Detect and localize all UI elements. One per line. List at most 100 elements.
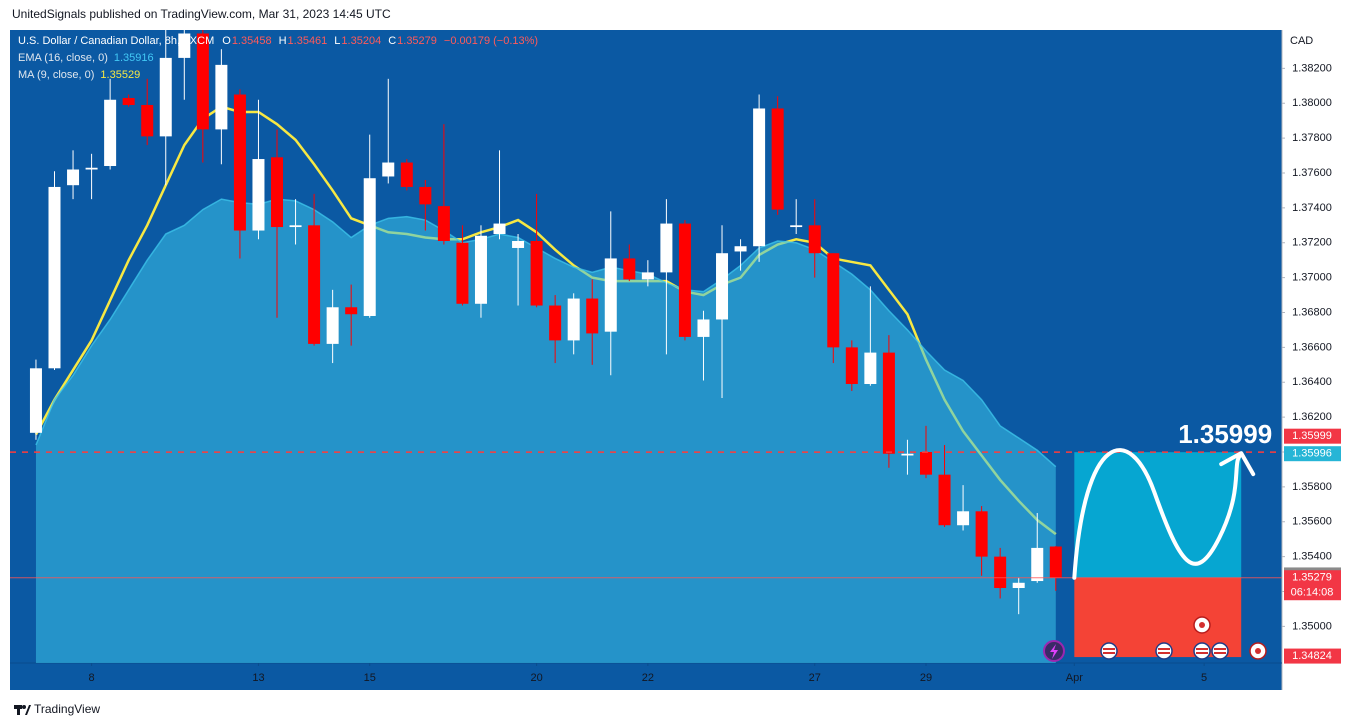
candle-body bbox=[512, 241, 525, 248]
candle-body bbox=[549, 305, 562, 341]
us-flag bbox=[1211, 642, 1229, 660]
forecast-curve bbox=[1072, 448, 1244, 580]
x-tick-label: Apr bbox=[1066, 672, 1083, 684]
ohlc-value: 1.35204 bbox=[341, 35, 381, 47]
ma-value: 1.35529 bbox=[100, 69, 140, 81]
candle-body bbox=[1012, 582, 1025, 589]
candle-body bbox=[641, 272, 654, 280]
candle-body bbox=[104, 99, 117, 167]
candle-body bbox=[215, 64, 228, 130]
x-tick-label: 22 bbox=[642, 672, 654, 684]
candle-body bbox=[864, 352, 877, 384]
x-tick-label: 29 bbox=[920, 672, 932, 684]
ema-line bbox=[35, 198, 1057, 468]
event-icons bbox=[1043, 616, 1267, 662]
forecast-arrowhead bbox=[1219, 451, 1256, 477]
candle-body bbox=[567, 298, 580, 341]
ma-name: MA (9, close, 0) bbox=[18, 69, 94, 81]
ohlc-value: 1.35461 bbox=[288, 35, 328, 47]
price-badge bbox=[1284, 570, 1341, 601]
price-badge-label: 1.34824 bbox=[1292, 650, 1332, 662]
price-badge-label: 1.35996 bbox=[1292, 448, 1332, 460]
ema-area bbox=[35, 199, 1056, 663]
y-tick-label: 1.35800 bbox=[1292, 481, 1332, 493]
candle-body bbox=[1049, 546, 1062, 578]
us-flag bbox=[1193, 642, 1211, 660]
change-value: −0.00179 (−0.13%) bbox=[444, 35, 538, 47]
candle-body bbox=[437, 206, 450, 241]
candle-body bbox=[122, 98, 135, 105]
x-tick-label: 13 bbox=[252, 672, 264, 684]
candle-body bbox=[252, 159, 265, 231]
ohlc-value: 1.35279 bbox=[397, 35, 437, 47]
brand-logo bbox=[14, 705, 31, 715]
candle-body bbox=[308, 225, 321, 344]
us-flag bbox=[1155, 642, 1173, 660]
candle-body bbox=[196, 33, 209, 130]
ca-flag bbox=[1249, 642, 1267, 660]
x-tick-label: 5 bbox=[1201, 672, 1207, 684]
candle-body bbox=[697, 319, 710, 337]
candle-body bbox=[67, 169, 80, 186]
symbol-name: U.S. Dollar / Canadian Dollar, 8h, FXCM bbox=[18, 35, 214, 47]
y-tick-label: 1.35000 bbox=[1292, 620, 1332, 632]
candle-body bbox=[753, 108, 766, 247]
x-tick-label: 15 bbox=[364, 672, 376, 684]
us-flag bbox=[1100, 642, 1118, 660]
y-tick-label: 1.37600 bbox=[1292, 167, 1332, 179]
profit-zone bbox=[1074, 452, 1242, 578]
x-tick-label: 8 bbox=[89, 672, 95, 684]
lightning-glyph bbox=[1050, 644, 1058, 659]
candle-body bbox=[48, 186, 61, 369]
candle-body bbox=[530, 241, 543, 306]
ohlc-prefix: H bbox=[279, 35, 287, 47]
y-tick-label: 1.36400 bbox=[1292, 376, 1332, 388]
candle-body bbox=[919, 452, 932, 475]
candle-body bbox=[1031, 547, 1044, 582]
candle-body bbox=[734, 246, 747, 252]
target-label: 1.35999 bbox=[1178, 419, 1272, 449]
loss-zone bbox=[1074, 577, 1242, 658]
y-tick-label: 1.35400 bbox=[1292, 551, 1332, 563]
price-badge bbox=[1284, 648, 1341, 664]
price-badge-label: 1.35279 bbox=[1292, 572, 1332, 584]
y-tick-label: 1.37800 bbox=[1292, 132, 1332, 144]
candle-body bbox=[623, 258, 636, 280]
brand-name: TradingView bbox=[34, 702, 100, 716]
price-badge bbox=[1284, 428, 1341, 444]
candle-body bbox=[400, 162, 413, 187]
ohlc-prefix: O bbox=[222, 35, 231, 47]
candle-body bbox=[716, 253, 729, 320]
currency-label: CAD bbox=[1290, 35, 1313, 47]
candle-body bbox=[493, 223, 506, 235]
candle-body bbox=[660, 223, 673, 273]
y-tick-label: 1.38200 bbox=[1292, 62, 1332, 74]
candle-body bbox=[159, 57, 172, 137]
candle-body bbox=[363, 178, 376, 316]
candle-body bbox=[790, 225, 803, 228]
candle-body bbox=[271, 157, 284, 228]
candle-body bbox=[808, 225, 821, 254]
candle-body bbox=[938, 474, 951, 526]
ema-value: 1.35916 bbox=[114, 52, 154, 64]
candle-body bbox=[474, 235, 487, 304]
y-tick-label: 1.37400 bbox=[1292, 202, 1332, 214]
candle-body bbox=[604, 258, 617, 332]
y-tick-label: 1.35600 bbox=[1292, 516, 1332, 528]
candle-body bbox=[845, 347, 858, 384]
ema-name: EMA (16, close, 0) bbox=[18, 52, 108, 64]
candle-body bbox=[233, 94, 246, 231]
candles-layer bbox=[29, 30, 1062, 615]
candle-body bbox=[901, 453, 914, 456]
published-note: UnitedSignals published on TradingView.c… bbox=[12, 7, 391, 21]
candle-body bbox=[29, 368, 42, 433]
candle-body bbox=[178, 33, 191, 58]
candle-body bbox=[827, 253, 840, 348]
candle-body bbox=[85, 167, 98, 170]
price-badge bbox=[1284, 446, 1341, 462]
candle-body bbox=[994, 556, 1007, 589]
candle-body bbox=[456, 242, 469, 304]
ohlc-prefix: L bbox=[334, 35, 340, 47]
